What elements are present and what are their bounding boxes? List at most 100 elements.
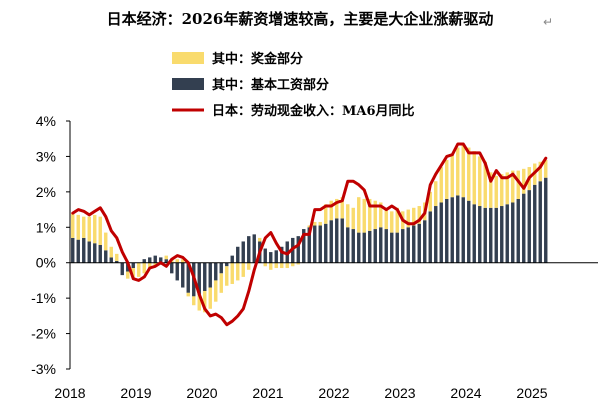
legend-swatch-base [172, 78, 204, 90]
bar-base [131, 262, 135, 269]
legend-item-base: 其中：基本工资部分 [172, 77, 329, 93]
bar-base [368, 230, 372, 263]
bar-base [302, 229, 306, 263]
bar-bonus [175, 259, 179, 263]
bar-bonus [335, 198, 339, 219]
bar-base [236, 246, 240, 263]
bar-base [412, 225, 416, 263]
bar-bonus [494, 175, 498, 208]
y-tick-label: -3% [31, 361, 56, 377]
x-tick-label: 2024 [450, 385, 481, 401]
bar-base [401, 229, 405, 263]
bar-base [450, 197, 454, 263]
x-tick-label: 2020 [186, 385, 217, 401]
bar-base [346, 227, 350, 263]
bar-bonus [428, 191, 432, 212]
x-tick-label: 2022 [318, 385, 349, 401]
bar-base [296, 236, 300, 263]
bar-base [472, 204, 476, 263]
bar-bonus [538, 161, 542, 182]
x-tick-label: 2021 [252, 385, 283, 401]
bar-bonus [219, 273, 223, 293]
bar-base [362, 232, 366, 263]
bar-bonus [445, 159, 449, 199]
bar-bonus [412, 207, 416, 226]
bar-bonus [137, 262, 141, 277]
bar-base [181, 262, 185, 288]
bar-base [87, 241, 91, 263]
bar-bonus [263, 262, 267, 267]
bar-base [505, 204, 509, 263]
bar-bonus [230, 262, 234, 284]
bar-base [269, 252, 273, 263]
bar-bonus [472, 151, 476, 205]
bar-bonus [373, 200, 377, 230]
bar-base [153, 255, 157, 263]
bar-base [483, 207, 487, 263]
bar-base [527, 190, 531, 263]
bar-base [71, 237, 75, 263]
bar-base [390, 232, 394, 263]
bar-base [467, 200, 471, 263]
bar-base [208, 262, 212, 288]
bar-bonus [318, 221, 322, 226]
bar-base [82, 237, 86, 263]
bar-bonus [192, 296, 196, 306]
bar-base [461, 197, 465, 263]
bar-bonus [280, 262, 284, 269]
bar-bonus [115, 253, 119, 261]
bar-base [280, 246, 284, 263]
bar-base [335, 218, 339, 263]
bar-base [329, 220, 333, 263]
bar-bonus [98, 216, 102, 245]
bar-bonus [357, 197, 361, 233]
bar-bonus [93, 214, 97, 244]
bar-bonus [164, 255, 168, 260]
bar-bonus [197, 294, 201, 311]
bar-bonus [390, 211, 394, 233]
bar-bonus [417, 206, 421, 224]
bar-bonus [544, 159, 548, 178]
legend: 其中：奖金部分 其中：基本工资部分 日本：劳动现金收入：MA6月同比 [172, 51, 415, 119]
bar-bonus [511, 170, 515, 203]
bar-bonus [307, 225, 311, 228]
bar-bonus [395, 207, 399, 233]
bar-base [456, 195, 460, 263]
plot-area [70, 142, 598, 327]
bar-base [373, 229, 377, 263]
bar-bonus [346, 204, 350, 228]
bar-bonus [368, 198, 372, 231]
bar-bonus [406, 209, 410, 228]
bar-bonus [131, 268, 135, 279]
bar-bonus [379, 202, 383, 228]
bar-bonus [384, 207, 388, 230]
legend-label-total: 日本：劳动现金收入：MA6月同比 [212, 103, 415, 119]
bar-base [76, 239, 80, 263]
chart-title: 日本经济：2026年薪资增速较高，主要是大企业涨薪驱动 [107, 10, 494, 28]
bar-base [98, 245, 102, 263]
bar-bonus [247, 262, 251, 270]
bar-bonus [148, 262, 152, 269]
legend-item-total: 日本：劳动现金收入：MA6月同比 [172, 103, 415, 119]
y-tick-label: -2% [31, 326, 56, 342]
bar-base [175, 262, 179, 281]
bar-bonus [87, 216, 91, 242]
bar-bonus [478, 156, 482, 207]
legend-item-bonus: 其中：奖金部分 [172, 51, 303, 67]
bar-bonus [109, 246, 113, 258]
bar-base [109, 257, 113, 263]
bar-base [384, 229, 388, 263]
y-tick-label: 4% [36, 113, 56, 129]
bar-base [230, 255, 234, 263]
legend-label-bonus: 其中：奖金部分 [212, 51, 303, 67]
x-axis: 2018 2019 2020 2021 2022 2023 2024 2025 [54, 385, 547, 401]
bar-base [104, 250, 108, 263]
y-tick-label: -1% [31, 290, 56, 306]
bar-bonus [329, 200, 333, 221]
bar-bonus [274, 262, 278, 269]
bar-bonus [461, 144, 465, 198]
bar-base [423, 220, 427, 263]
bar-bonus [285, 262, 289, 269]
bar-bonus [71, 213, 75, 238]
bar-bonus [181, 259, 185, 263]
